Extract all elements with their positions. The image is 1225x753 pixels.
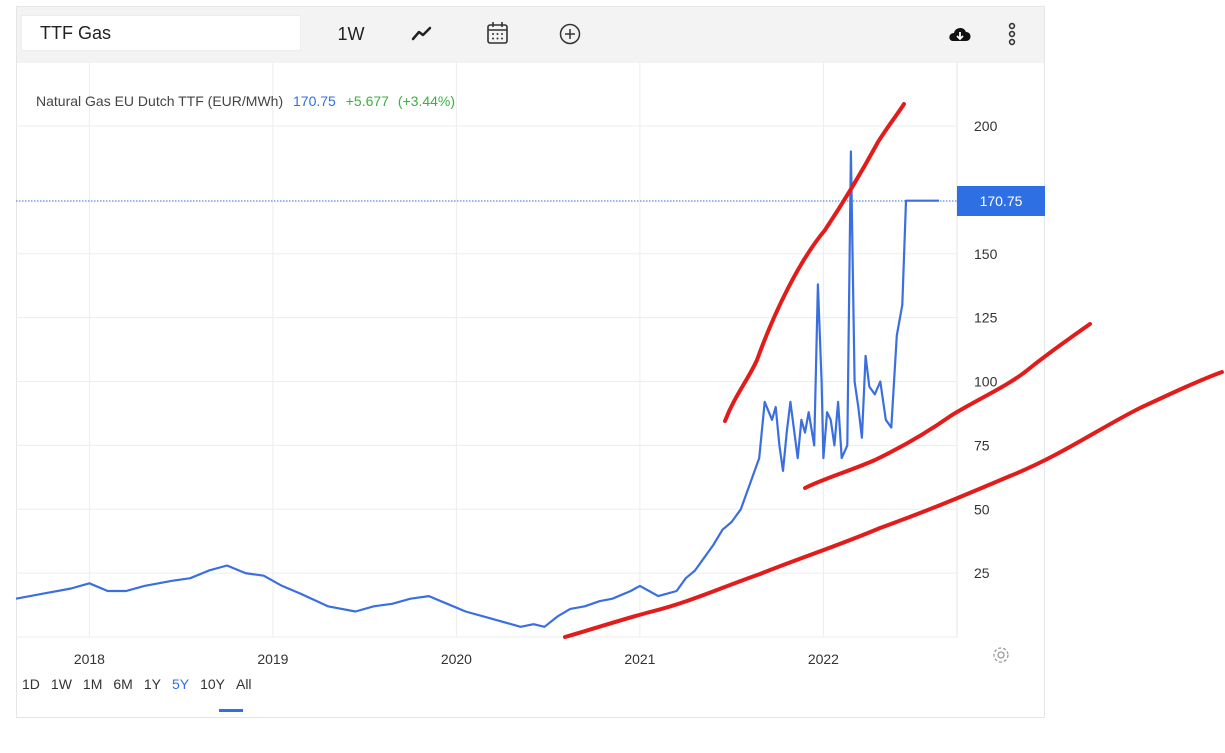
y-tick-label: 150 <box>974 246 998 262</box>
legend-price: 170.75 <box>293 93 336 109</box>
legend-change-pct: (+3.44%) <box>398 93 455 109</box>
chart-widget: TTF Gas 1W <box>16 6 1045 718</box>
x-tick-label: 2019 <box>257 651 288 667</box>
legend-series-name: Natural Gas EU Dutch TTF (EUR/MWh) <box>36 93 283 109</box>
y-tick-label: 200 <box>974 118 998 134</box>
x-tick-label: 2020 <box>441 651 472 667</box>
x-tick-label: 2021 <box>624 651 655 667</box>
y-tick-label: 75 <box>974 437 990 453</box>
range-button-1m[interactable]: 1M <box>82 676 103 692</box>
symbol-search-input[interactable]: TTF Gas <box>21 15 301 51</box>
range-button-5y[interactable]: 5Y <box>171 676 190 692</box>
y-tick-label: 125 <box>974 310 998 326</box>
chart-grid <box>16 62 958 638</box>
annotation-middle-trend-line <box>803 322 1092 490</box>
legend-change: +5.677 <box>346 93 389 109</box>
interval-button[interactable]: 1W <box>337 24 365 44</box>
annotation-lower-trend-line <box>563 370 1224 639</box>
y-tick-label: 50 <box>974 501 990 517</box>
range-selector: 1D 1W 1M 6M 1Y 5Y 10Y All <box>22 676 263 692</box>
x-tick-label: 2022 <box>808 651 839 667</box>
line-chart-icon[interactable] <box>408 19 438 49</box>
ttf-price-line <box>15 150 939 628</box>
range-button-1y[interactable]: 1Y <box>143 676 161 692</box>
active-range-underline <box>219 709 243 712</box>
more-options-icon[interactable] <box>997 19 1027 49</box>
range-button-1d[interactable]: 1D <box>22 676 40 692</box>
range-button-1w[interactable]: 1W <box>50 676 72 692</box>
settings-gear-icon[interactable] <box>990 644 1012 666</box>
x-tick-label: 2018 <box>74 651 105 667</box>
download-cloud-icon[interactable] <box>945 19 975 49</box>
annotation-upper-trend-line <box>723 102 906 423</box>
range-button-10y[interactable]: 10Y <box>200 676 225 692</box>
svg-text:Natural Gas EU Dutch TTF (EUR/: Natural Gas EU Dutch TTF (EUR/MWh) 170.7… <box>36 93 455 109</box>
range-button-6m[interactable]: 6M <box>113 676 133 692</box>
y-tick-label: 100 <box>974 374 998 390</box>
range-button-all[interactable]: All <box>235 676 252 692</box>
calendar-icon[interactable] <box>483 19 513 49</box>
toolbar: TTF Gas 1W <box>17 7 1044 63</box>
x-axis-ticks: 2018 2019 2020 2021 2022 <box>74 651 839 667</box>
y-tick-label: 25 <box>974 565 990 581</box>
current-price-badge: 170.75 <box>957 186 1045 216</box>
y-axis-ticks: 25 50 75 100 125 150 200 <box>974 118 998 581</box>
add-indicator-icon[interactable] <box>555 19 585 49</box>
